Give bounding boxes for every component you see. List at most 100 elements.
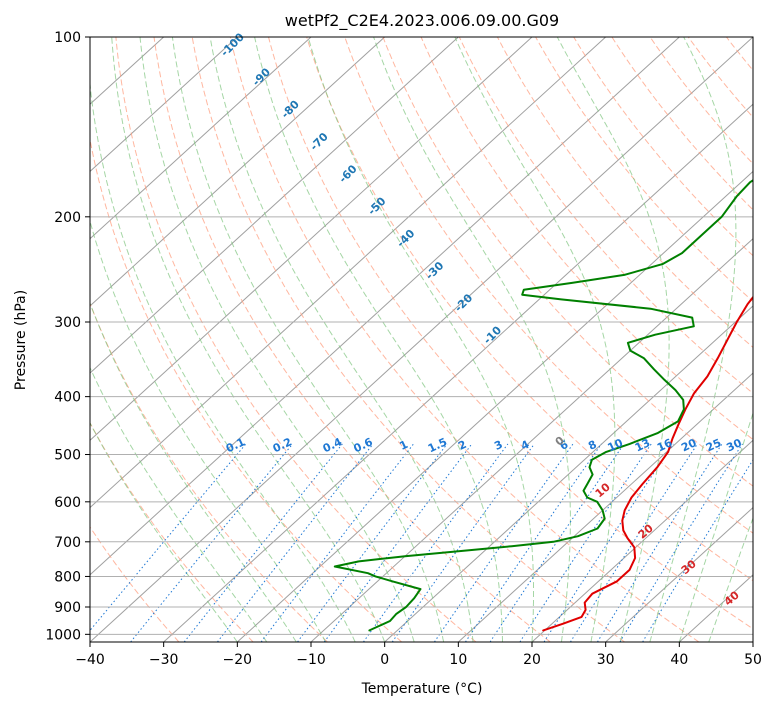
x-tick-label: −30 (149, 652, 179, 668)
x-axis: −40 −30 −20 −10 0 10 20 30 40 50 (75, 642, 762, 668)
isotherm-line (163, 103, 753, 642)
dry-adiabat-label: -60 (336, 162, 359, 185)
y-tick-label: 200 (54, 210, 81, 226)
dry-adiabat-label: -80 (279, 98, 302, 121)
x-tick-label: −40 (75, 652, 105, 668)
chart-title: wetPf2_C2E4.2023.006.09.00.G09 (285, 11, 559, 31)
mixing-ratio-label: 10 (606, 436, 626, 454)
mixing-ratio-label: 16 (655, 436, 675, 454)
isotherm-line (457, 372, 753, 642)
y-tick-label: 600 (54, 495, 81, 511)
isotherm-line (605, 506, 753, 642)
dry-adiabat-line (191, 37, 625, 642)
x-axis-label: Temperature (°C) (361, 681, 483, 697)
plot-frame (89, 36, 754, 643)
dry-adiabat-line (535, 37, 753, 303)
dewpoint-line (333, 179, 753, 632)
isotherm-line (90, 37, 680, 576)
mixing-ratio-line (464, 443, 602, 642)
dry-adiabat-line (90, 526, 180, 642)
dry-adiabat-line (649, 37, 753, 165)
moist-adiabat-line (90, 366, 268, 642)
mixing-ratio-line (90, 443, 247, 632)
mixing-ratio-label: 30 (724, 436, 744, 454)
moist-adiabat-line (373, 37, 571, 642)
dry-adiabat-line (115, 37, 477, 642)
y-tick-label: 800 (54, 569, 81, 585)
dry-adiabat-line (726, 37, 753, 72)
y-tick-label: 900 (54, 600, 81, 616)
moist-adiabat-label: 10 (593, 480, 613, 500)
dry-adiabat-label: -70 (308, 130, 331, 153)
isotherm-line (90, 37, 753, 642)
x-tick-label: 20 (523, 652, 541, 668)
y-axis-label: Pressure (hPa) (13, 290, 29, 390)
moist-adiabat-line (307, 37, 534, 642)
mixing-ratio-line (642, 458, 753, 642)
dry-adiabat-line (687, 37, 753, 119)
dry-adiabat-label: -10 (481, 323, 504, 346)
moist-adiabat-line (90, 421, 238, 642)
mixing-ratio-line (130, 443, 293, 642)
moist-adiabat-line (90, 219, 327, 642)
mixing-ratio-line (519, 443, 652, 642)
mixing-ratio-label: 25 (704, 436, 723, 454)
dry-adiabat-line (90, 136, 403, 642)
mixing-ratio-label: 0.4 (321, 435, 344, 455)
moist-adiabat-line (708, 516, 753, 642)
dry-adiabat-line (90, 302, 328, 642)
y-tick-label: 700 (54, 535, 81, 551)
isotherm-line (90, 37, 312, 240)
isobar-grid (90, 37, 753, 635)
x-tick-label: 50 (744, 652, 762, 668)
x-tick-label: 10 (449, 652, 467, 668)
isotherm-line (531, 439, 753, 642)
y-tick-label: 400 (54, 390, 81, 406)
moist-adiabat-line (139, 37, 415, 642)
mixing-ratio-line (596, 443, 723, 642)
mixing-ratio-line (489, 443, 625, 642)
isotherm-line (90, 37, 607, 509)
isotherm-line (90, 37, 238, 173)
moist-adiabat-line (556, 37, 670, 642)
background-lines (90, 37, 775, 642)
x-tick-label: 30 (597, 652, 615, 668)
mixing-ratio-line (433, 443, 574, 642)
dry-adiabat-label: -20 (452, 291, 475, 314)
y-tick-label: 1000 (45, 627, 81, 643)
dry-adiabat-line (765, 37, 775, 642)
y-tick-label: 500 (54, 448, 81, 464)
dry-adiabat-label: -100 (218, 30, 247, 59)
mixing-ratio-line (183, 443, 343, 642)
dry-adiabat-line (382, 37, 753, 487)
dry-adiabat-line (496, 37, 753, 349)
mixing-ratio-line (323, 443, 473, 642)
dry-adiabat-line (458, 37, 753, 394)
moist-adiabat-line (209, 37, 474, 642)
mixing-ratio-line (543, 443, 674, 642)
moist-adiabat-line (254, 37, 503, 642)
moist-adiabat-line (454, 37, 616, 642)
moist-adiabat-label: 20 (636, 521, 656, 541)
dry-adiabat-label: -40 (394, 227, 417, 250)
mixing-ratio-label: 13 (633, 436, 652, 454)
y-tick-label: 100 (54, 30, 81, 46)
mixing-ratio-line (619, 443, 743, 642)
mixing-ratio-label: 0.1 (224, 435, 247, 455)
isotherm-line (384, 305, 753, 642)
x-tick-label: 40 (670, 652, 688, 668)
moist-adiabat-label: 40 (722, 588, 742, 608)
mixing-ratio-line (217, 443, 374, 642)
x-tick-label: 0 (380, 652, 389, 668)
dry-adiabat-line (344, 37, 753, 534)
moist-adiabat-line (678, 411, 753, 642)
x-tick-label: −20 (223, 652, 253, 668)
x-tick-label: −10 (296, 652, 326, 668)
isotherm-line (236, 170, 753, 642)
mixing-ratio-line (260, 443, 414, 642)
dry-adiabat-line (153, 37, 551, 642)
y-axis: 1000 900 800 700 600 500 400 300 200 100 (45, 30, 90, 643)
dry-adiabat-line (573, 37, 753, 257)
isotherm-line (752, 641, 753, 642)
moist-adiabat-line (90, 301, 297, 642)
